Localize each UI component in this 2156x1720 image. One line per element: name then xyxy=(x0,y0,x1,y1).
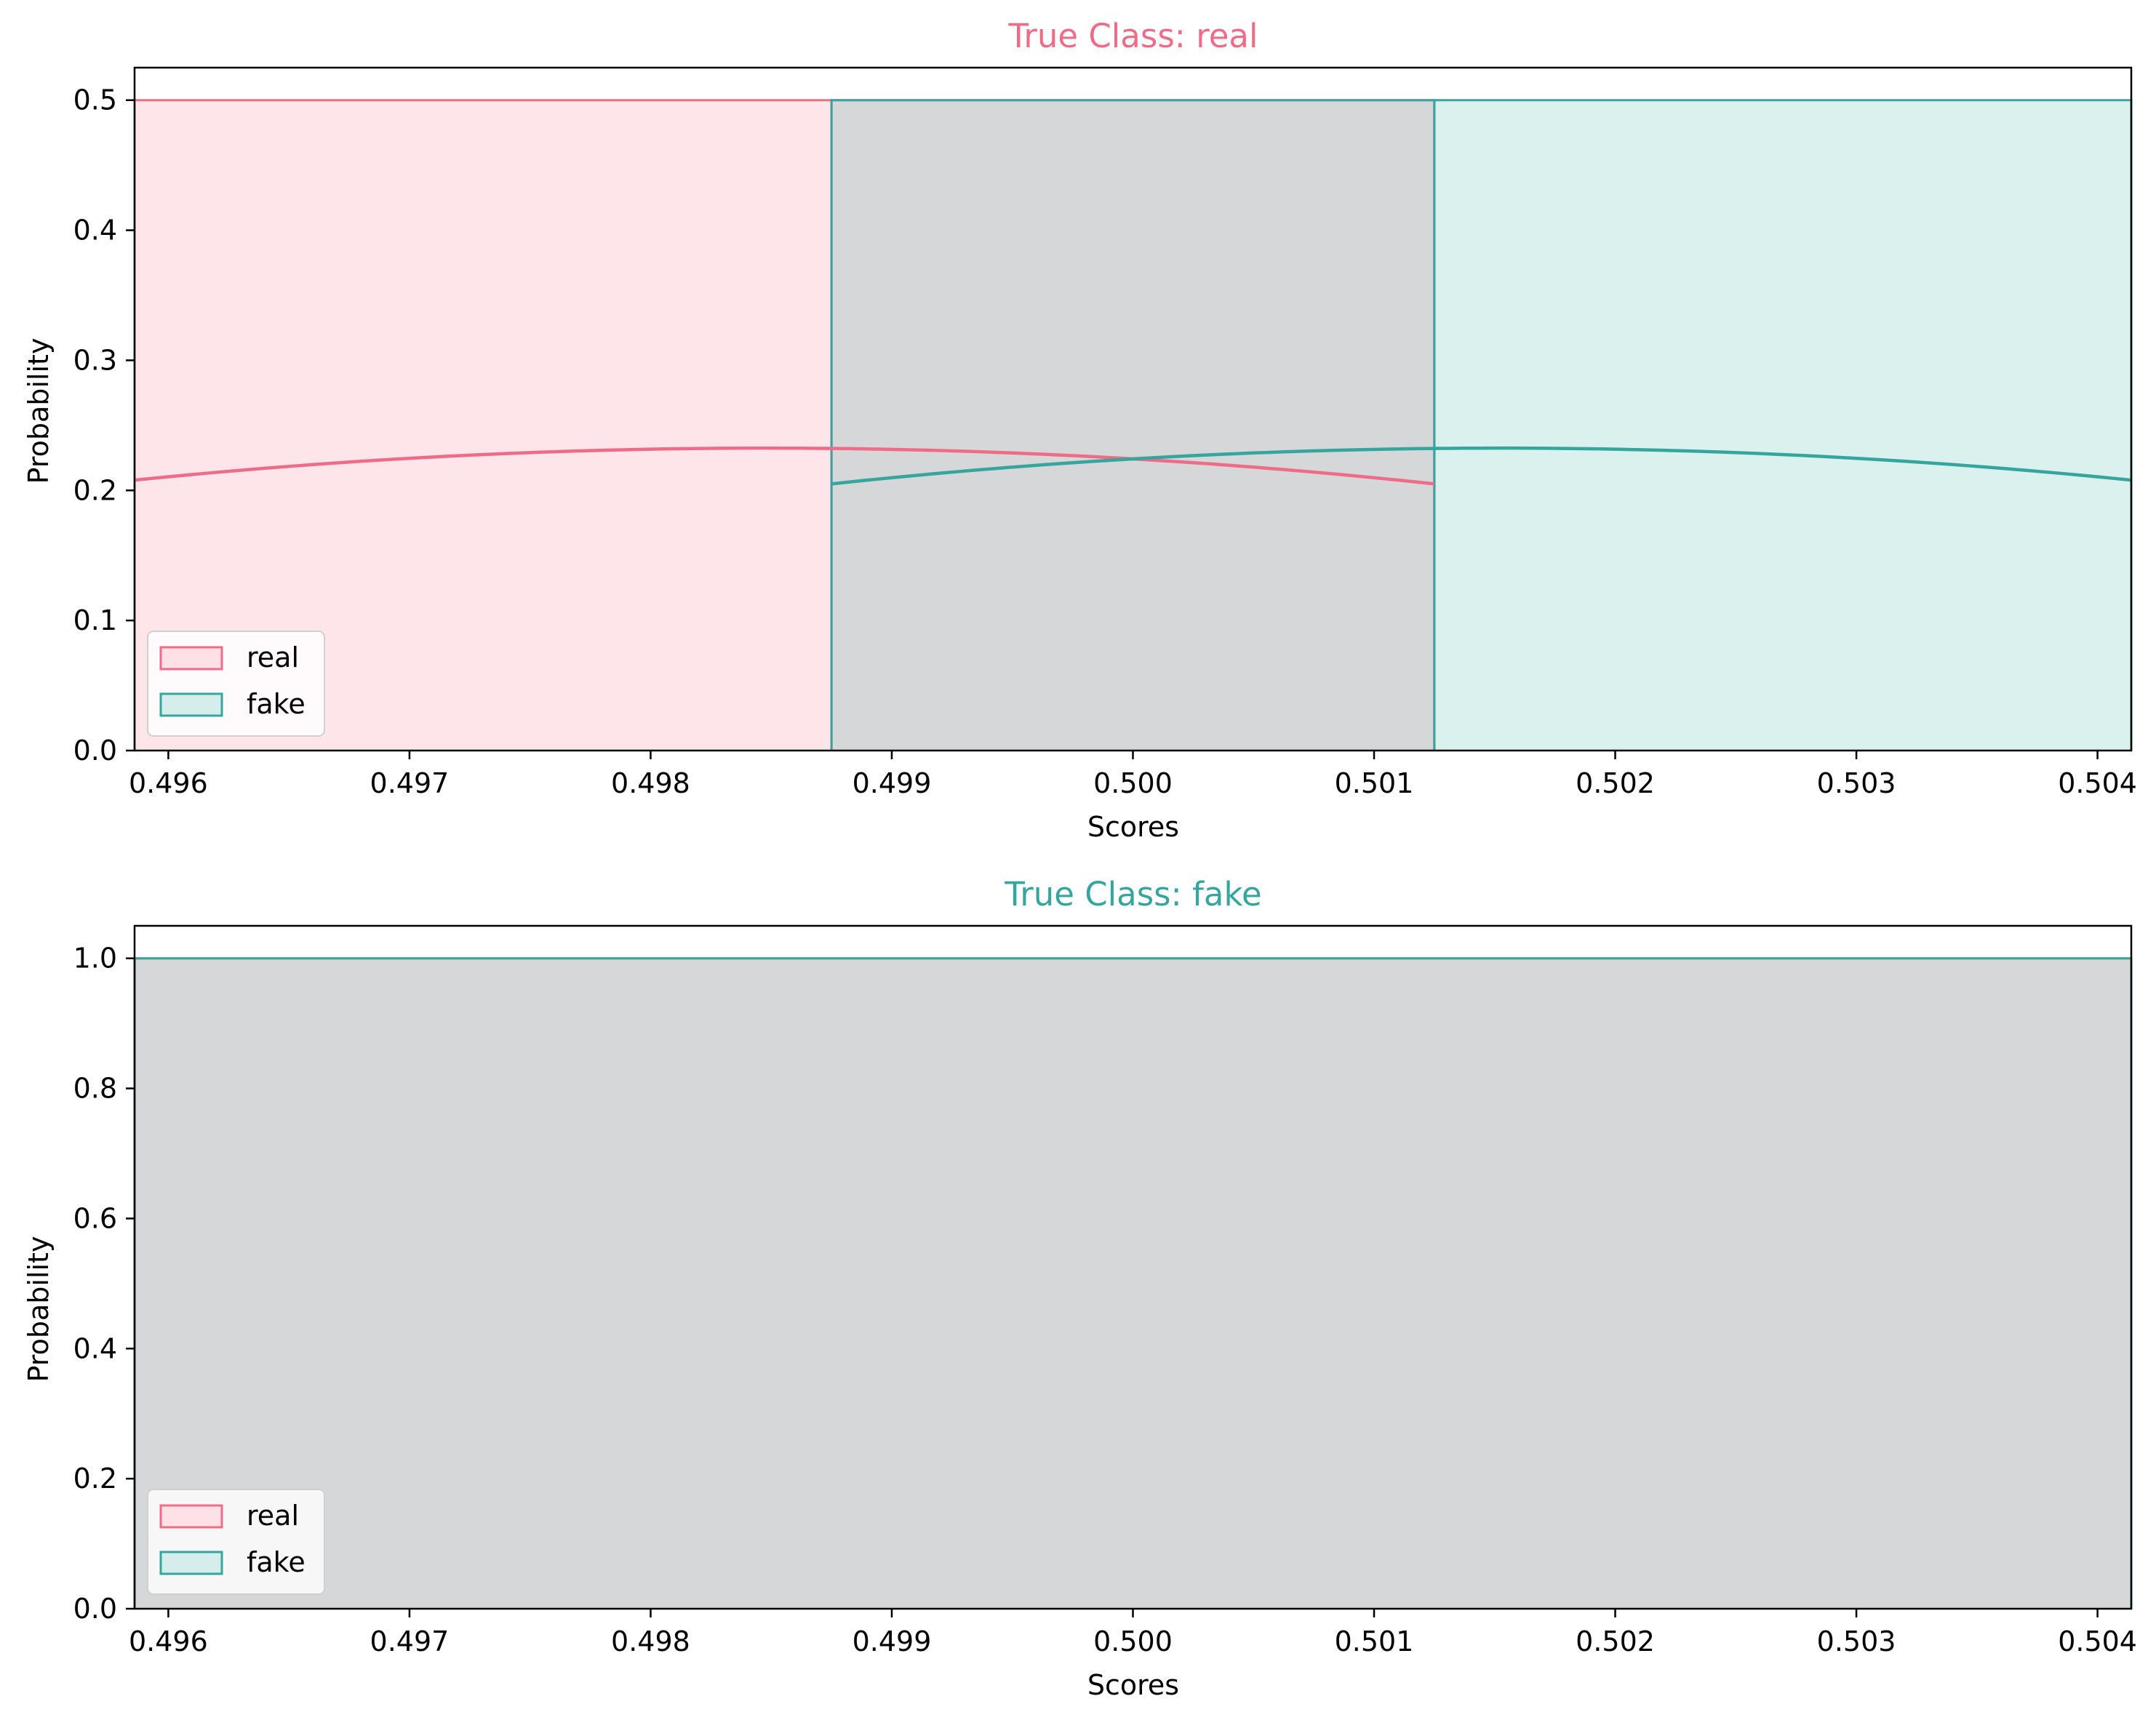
x-axis-label: Scores xyxy=(1087,811,1179,843)
y-axis-label: Probability xyxy=(23,338,55,484)
chart-title: True Class: real xyxy=(1007,17,1258,55)
y-tick-label: 0.4 xyxy=(73,215,117,247)
x-tick-label: 0.497 xyxy=(370,767,450,799)
y-tick-label: 0.0 xyxy=(73,1593,117,1625)
x-tick-label: 0.501 xyxy=(1335,767,1414,799)
x-tick-label: 0.503 xyxy=(1817,767,1896,799)
plot-area: 0.496 0.497 0.498 0.499 0.500 0.501 0.502 0.503… xyxy=(73,66,2137,799)
x-tick-label: 0.499 xyxy=(853,1625,932,1657)
x-tick-label: 0.497 xyxy=(370,1625,450,1657)
y-tick-label: 0.5 xyxy=(73,84,117,116)
bar-fake xyxy=(1434,100,2131,751)
x-tick-label: 0.501 xyxy=(1335,1625,1414,1657)
x-tick-label: 0.499 xyxy=(853,767,932,799)
x-tick-label: 0.500 xyxy=(1093,1625,1173,1657)
x-tick-label: 0.502 xyxy=(1576,1625,1655,1657)
panel-real: True Class: real 0.496 0.497 0.498 0.499 0.5… xyxy=(23,17,2137,843)
legend-label-fake: fake xyxy=(247,1546,306,1578)
y-tick-label: 0.0 xyxy=(73,735,117,767)
legend-label-real: real xyxy=(247,641,299,673)
y-tick-label: 0.8 xyxy=(73,1073,117,1105)
legend-label-real: real xyxy=(247,1500,299,1532)
x-tick-label: 0.504 xyxy=(2058,767,2137,799)
x-tick-label: 0.502 xyxy=(1576,767,1655,799)
y-tick-label: 0.6 xyxy=(73,1202,117,1234)
y-tick-label: 0.4 xyxy=(73,1332,117,1364)
y-tick-label: 0.2 xyxy=(73,1463,117,1495)
legend-swatch-real xyxy=(159,646,223,671)
y-tick-label: 0.2 xyxy=(73,474,117,506)
panel-fake: True Class: fake 0.496 0.497 0.498 0.499 0.5… xyxy=(23,875,2137,1701)
x-tick-label: 0.504 xyxy=(2058,1625,2137,1657)
plot-area: 0.496 0.497 0.498 0.499 0.500 0.501 0.502 0.503… xyxy=(73,924,2137,1657)
x-tick-label: 0.498 xyxy=(611,1625,690,1657)
bar-overlap xyxy=(831,100,1434,751)
legend-swatch-real xyxy=(159,1504,223,1529)
x-tick-label: 0.503 xyxy=(1817,1625,1896,1657)
y-tick-label: 1.0 xyxy=(73,943,117,975)
y-tick-label: 0.3 xyxy=(73,344,117,376)
legend-swatch-fake xyxy=(159,692,223,717)
x-tick-label: 0.500 xyxy=(1093,767,1173,799)
bar-overlap xyxy=(135,958,2131,1609)
kde-line-real xyxy=(134,446,1435,486)
x-tick-label: 0.496 xyxy=(129,1625,208,1657)
x-axis-label: Scores xyxy=(1087,1669,1179,1701)
x-tick-label: 0.496 xyxy=(129,767,208,799)
legend-label-fake: fake xyxy=(247,688,306,720)
y-axis-label: Probability xyxy=(23,1236,55,1383)
kde-line-fake xyxy=(831,446,2132,486)
legend-swatch-fake xyxy=(159,1551,223,1575)
y-tick-label: 0.1 xyxy=(73,604,117,636)
x-tick-label: 0.498 xyxy=(611,767,690,799)
chart-title: True Class: fake xyxy=(1004,875,1261,913)
